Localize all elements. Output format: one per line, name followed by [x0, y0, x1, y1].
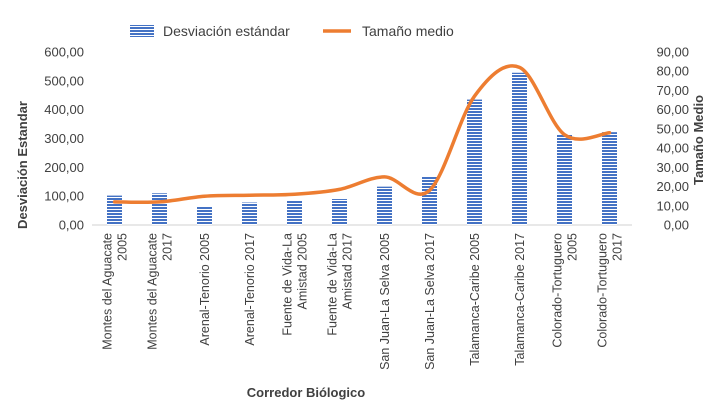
y-left-tick-label: 500,00 — [44, 73, 84, 88]
x-tick-label-line: 2017 — [161, 233, 175, 261]
y-left-tick-label: 200,00 — [44, 160, 84, 175]
bar — [242, 202, 257, 225]
line-series — [112, 64, 612, 205]
y-right-tick-label: 10,00 — [656, 198, 689, 213]
x-axis-title: Corredor Biólogico — [247, 385, 366, 400]
bar — [377, 186, 392, 225]
bar — [287, 200, 302, 225]
bar — [512, 72, 527, 225]
x-tick-label: Colorado-Tortuguero2005 — [551, 233, 580, 348]
y-right-tick-label: 50,00 — [656, 121, 689, 136]
x-tick-label: Arenal-Tenorio 2005 — [198, 233, 212, 346]
x-tick-label: San Juan-La Selva 2017 — [423, 233, 437, 370]
bar — [197, 206, 212, 225]
y-right-tick-label: 80,00 — [656, 64, 689, 79]
right-axis: 0,00 10,00 20,00 30,00 40,00 50,00 60,00 70,00 8… — [656, 45, 689, 233]
x-tick-label: Fuente de Vida-LaAmistad 2017 — [326, 233, 355, 336]
x-tick-label-line: Fuente de Vida-La — [326, 233, 340, 336]
x-tick-label: Montes del Aguacate2017 — [146, 233, 175, 350]
x-tick-label: San Juan-La Selva 2005 — [378, 233, 392, 370]
x-tick-label: Montes del Aguacate2005 — [101, 233, 130, 350]
bar — [152, 193, 167, 225]
x-tick-label: Arenal-Tenorio 2017 — [243, 233, 257, 346]
x-tick-label: Fuente de Vida-LaAmistad 2005 — [281, 233, 310, 336]
y-right-tick-label: 90,00 — [656, 45, 689, 60]
bar — [467, 99, 482, 225]
x-tick-label: Talamanca-Caribe 2005 — [468, 233, 482, 366]
bar — [557, 134, 572, 225]
y-right-tick-label: 30,00 — [656, 160, 689, 175]
x-tick-label-line: San Juan-La Selva 2005 — [378, 233, 392, 370]
x-tick-label: Talamanca-Caribe 2017 — [513, 233, 527, 366]
y-right-tick-label: 40,00 — [656, 141, 689, 156]
bar — [602, 132, 617, 225]
x-tick-label-line: Arenal-Tenorio 2017 — [243, 233, 257, 346]
bar — [332, 199, 347, 225]
y-left-tick-label: 0,00 — [59, 218, 84, 233]
x-tick-label-line: Montes del Aguacate — [146, 233, 160, 350]
category-labels: Montes del Aguacate2005 Montes del Aguaca… — [101, 233, 625, 370]
y-right-tick-label: 70,00 — [656, 83, 689, 98]
legend-line-label: Tamaño medio — [362, 23, 454, 39]
y-left-tick-label: 400,00 — [44, 102, 84, 117]
x-tick-label-line: Colorado-Tortuguero — [551, 233, 565, 348]
x-tick-label: Colorado-Tortuguero2017 — [596, 233, 625, 348]
x-tick-label-line: Amistad 2017 — [341, 233, 355, 309]
y-right-tick-label: 0,00 — [664, 218, 689, 233]
y-axis-left-title: Desviación Estandar — [15, 101, 30, 229]
x-tick-label-line: Talamanca-Caribe 2005 — [468, 233, 482, 366]
bar — [107, 195, 122, 225]
x-tick-label-line: 2017 — [611, 233, 625, 261]
left-axis: 0,00 100,00 200,00 300,00 400,00 500,00 600,00 — [44, 45, 84, 233]
y-right-tick-label: 20,00 — [656, 179, 689, 194]
legend: Desviación estándar Tamaño medio — [130, 23, 454, 39]
y-axis-right-title: Tamaño Medio — [691, 95, 706, 185]
x-tick-label-line: 2005 — [116, 233, 130, 261]
x-tick-label-line: Arenal-Tenorio 2005 — [198, 233, 212, 346]
x-tick-label-line: Fuente de Vida-La — [281, 233, 295, 336]
y-left-tick-label: 100,00 — [44, 189, 84, 204]
legend-bar-label: Desviación estándar — [163, 23, 290, 39]
y-right-tick-label: 60,00 — [656, 102, 689, 117]
bar-series — [107, 72, 617, 225]
x-tick-label-line: 2005 — [566, 233, 580, 261]
legend-bar-swatch — [130, 25, 154, 37]
y-left-tick-label: 600,00 — [44, 45, 84, 60]
x-tick-label-line: Montes del Aguacate — [101, 233, 115, 350]
x-tick-label-line: Amistad 2005 — [296, 233, 310, 309]
x-tick-label-line: Talamanca-Caribe 2017 — [513, 233, 527, 366]
x-tick-label-line: Colorado-Tortuguero — [596, 233, 610, 348]
x-tick-label-line: San Juan-La Selva 2017 — [423, 233, 437, 370]
y-left-tick-label: 300,00 — [44, 131, 84, 146]
